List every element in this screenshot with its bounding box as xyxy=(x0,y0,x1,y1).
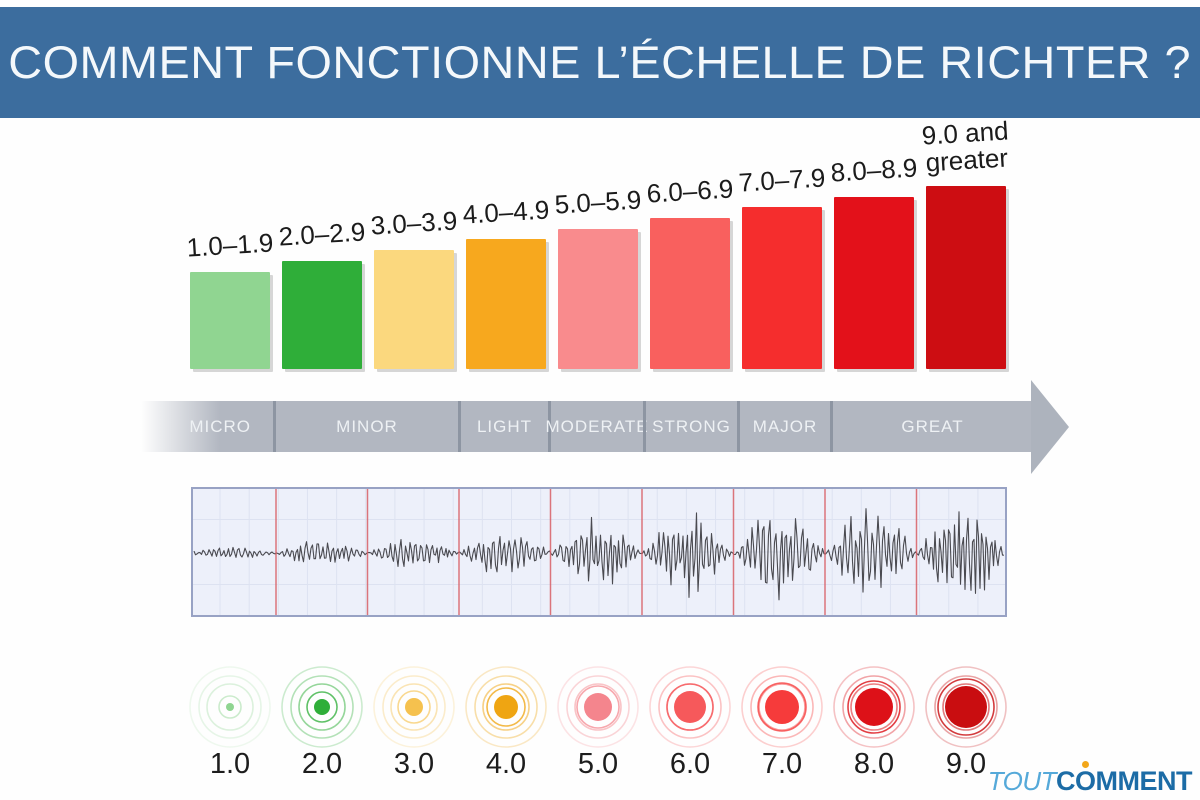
logo-accent-dot-icon xyxy=(1082,761,1090,768)
magnitude-value-label: 4.0 xyxy=(485,748,527,780)
magnitude-value-label: 6.0 xyxy=(669,748,711,780)
epicenter-icon xyxy=(649,666,731,748)
magnitude-value-label: 1.0 xyxy=(209,748,251,780)
arrow-segment-light: LIGHT xyxy=(458,401,548,452)
arrow-segment-moderate: MODERATE xyxy=(545,401,648,452)
magnitude-value-label: 5.0 xyxy=(577,748,619,780)
magnitude-value-label: 7.0 xyxy=(761,748,803,780)
brand-logo-comment: COMMENT xyxy=(1056,761,1192,796)
magnitude-value-label: 3.0 xyxy=(393,748,435,780)
intensity-arrow: MICRO MINOR LIGHT MODERATE STRONG MAJOR GREAT xyxy=(140,401,1032,452)
epicenter-icon xyxy=(189,666,271,748)
brand-logo-comment-text: COMMENT xyxy=(1056,766,1192,796)
epicenter-icon xyxy=(741,666,823,748)
magnitude-value-label: 2.0 xyxy=(301,748,343,780)
arrow-segment-major: MAJOR xyxy=(737,401,830,452)
arrow-segment-minor: MINOR xyxy=(273,401,458,452)
magnitude-value-label: 9.0 xyxy=(945,748,987,780)
epicenter-icon xyxy=(373,666,455,748)
epicenter-icon xyxy=(833,666,915,748)
magnitude-bar xyxy=(742,207,822,369)
epicenter-icon xyxy=(281,666,363,748)
epicenter-icon xyxy=(557,666,639,748)
magnitude-bar xyxy=(374,250,454,369)
arrow-segment-micro: MICRO xyxy=(189,416,251,436)
magnitude-bar xyxy=(190,272,270,369)
magnitude-bar xyxy=(282,261,362,369)
brand-logo: TOUT COMMENT xyxy=(987,761,1192,797)
magnitude-value-label: 8.0 xyxy=(853,748,895,780)
title-banner: COMMENT FONCTIONNE L’ÉCHELLE DE RICHTER … xyxy=(0,7,1200,118)
page-title: COMMENT FONCTIONNE L’ÉCHELLE DE RICHTER … xyxy=(8,36,1192,88)
seismogram-panel xyxy=(191,487,1007,617)
magnitude-bar xyxy=(926,186,1006,369)
epicenter-icon xyxy=(925,666,1007,748)
magnitude-bar xyxy=(466,239,546,369)
brand-logo-tout: TOUT xyxy=(987,766,1057,796)
arrow-segment-strong: STRONG xyxy=(643,401,737,452)
arrow-head-icon xyxy=(1031,380,1069,474)
bar-range-label: 8.0–8.9 xyxy=(829,152,919,188)
magnitude-bar xyxy=(558,229,638,369)
magnitude-bar xyxy=(650,218,730,369)
bar-range-label: 9.0 and greater xyxy=(920,115,1010,178)
magnitude-bar xyxy=(834,197,914,369)
arrow-segment-great: GREAT xyxy=(830,401,1032,452)
epicenter-icon xyxy=(465,666,547,748)
